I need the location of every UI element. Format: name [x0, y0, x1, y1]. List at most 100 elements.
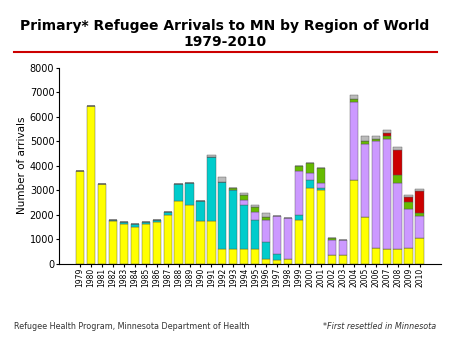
Bar: [328, 240, 336, 255]
Text: Primary* Refugee Arrivals to MN by Region of World: Primary* Refugee Arrivals to MN by Regio…: [20, 19, 430, 32]
Bar: [405, 195, 413, 197]
Bar: [185, 183, 193, 205]
Bar: [153, 222, 161, 264]
Bar: [372, 141, 380, 248]
Bar: [207, 221, 216, 264]
Bar: [142, 222, 150, 224]
Bar: [295, 166, 303, 171]
Bar: [350, 95, 358, 99]
Bar: [98, 184, 106, 264]
Bar: [393, 183, 402, 249]
Bar: [196, 201, 205, 221]
Bar: [218, 177, 226, 182]
Bar: [317, 168, 325, 183]
Bar: [360, 217, 369, 264]
Bar: [306, 180, 314, 188]
Bar: [360, 136, 369, 141]
Bar: [218, 249, 226, 264]
Bar: [251, 220, 259, 249]
Bar: [306, 163, 314, 173]
Bar: [240, 205, 248, 249]
Bar: [382, 249, 391, 264]
Bar: [262, 220, 270, 242]
Bar: [350, 99, 358, 102]
Bar: [251, 212, 259, 220]
Bar: [393, 175, 402, 183]
Bar: [328, 238, 336, 240]
Bar: [175, 201, 183, 264]
Bar: [306, 173, 314, 180]
Bar: [284, 218, 292, 259]
Bar: [109, 221, 117, 264]
Text: *First resettled in Minnesota: *First resettled in Minnesota: [324, 321, 436, 331]
Bar: [76, 171, 84, 264]
Bar: [415, 189, 423, 191]
Bar: [163, 215, 172, 264]
Bar: [163, 212, 172, 215]
Bar: [120, 222, 128, 224]
Y-axis label: Number of arrivals: Number of arrivals: [17, 117, 27, 214]
Bar: [240, 200, 248, 205]
Bar: [295, 215, 303, 220]
Bar: [360, 144, 369, 217]
Bar: [372, 139, 380, 141]
Bar: [262, 242, 270, 259]
Bar: [109, 220, 117, 221]
Bar: [382, 132, 391, 136]
Bar: [240, 193, 248, 195]
Bar: [415, 191, 423, 213]
Bar: [196, 221, 205, 264]
Bar: [393, 147, 402, 150]
Bar: [229, 190, 238, 249]
Bar: [405, 209, 413, 248]
Bar: [317, 183, 325, 188]
Bar: [229, 249, 238, 264]
Bar: [153, 220, 161, 222]
Bar: [415, 216, 423, 238]
Text: 1979-2010: 1979-2010: [184, 35, 266, 49]
Bar: [306, 188, 314, 264]
Bar: [207, 157, 216, 221]
Bar: [284, 259, 292, 264]
Bar: [251, 207, 259, 212]
Bar: [350, 180, 358, 264]
Bar: [339, 255, 347, 264]
Bar: [405, 202, 413, 209]
Bar: [218, 182, 226, 249]
Bar: [185, 205, 193, 264]
Bar: [251, 205, 259, 207]
Bar: [360, 141, 369, 144]
Text: Refugee Health Program, Minnesota Department of Health: Refugee Health Program, Minnesota Depart…: [14, 321, 249, 331]
Bar: [415, 238, 423, 264]
Bar: [393, 249, 402, 264]
Bar: [372, 248, 380, 264]
Bar: [405, 248, 413, 264]
Bar: [87, 105, 95, 264]
Bar: [328, 255, 336, 264]
Bar: [240, 195, 248, 200]
Bar: [130, 224, 139, 227]
Bar: [382, 136, 391, 139]
Bar: [372, 136, 380, 139]
Bar: [339, 240, 347, 255]
Bar: [415, 213, 423, 216]
Bar: [240, 249, 248, 264]
Bar: [393, 150, 402, 175]
Bar: [405, 197, 413, 202]
Bar: [273, 254, 281, 260]
Bar: [317, 188, 325, 190]
Bar: [317, 190, 325, 264]
Bar: [382, 139, 391, 249]
Bar: [262, 217, 270, 220]
Bar: [350, 102, 358, 180]
Bar: [273, 260, 281, 264]
Bar: [229, 188, 238, 190]
Bar: [120, 224, 128, 264]
Bar: [207, 154, 216, 157]
Bar: [295, 171, 303, 215]
Bar: [262, 213, 270, 217]
Bar: [251, 249, 259, 264]
Bar: [262, 259, 270, 264]
Bar: [175, 184, 183, 201]
Bar: [295, 220, 303, 264]
